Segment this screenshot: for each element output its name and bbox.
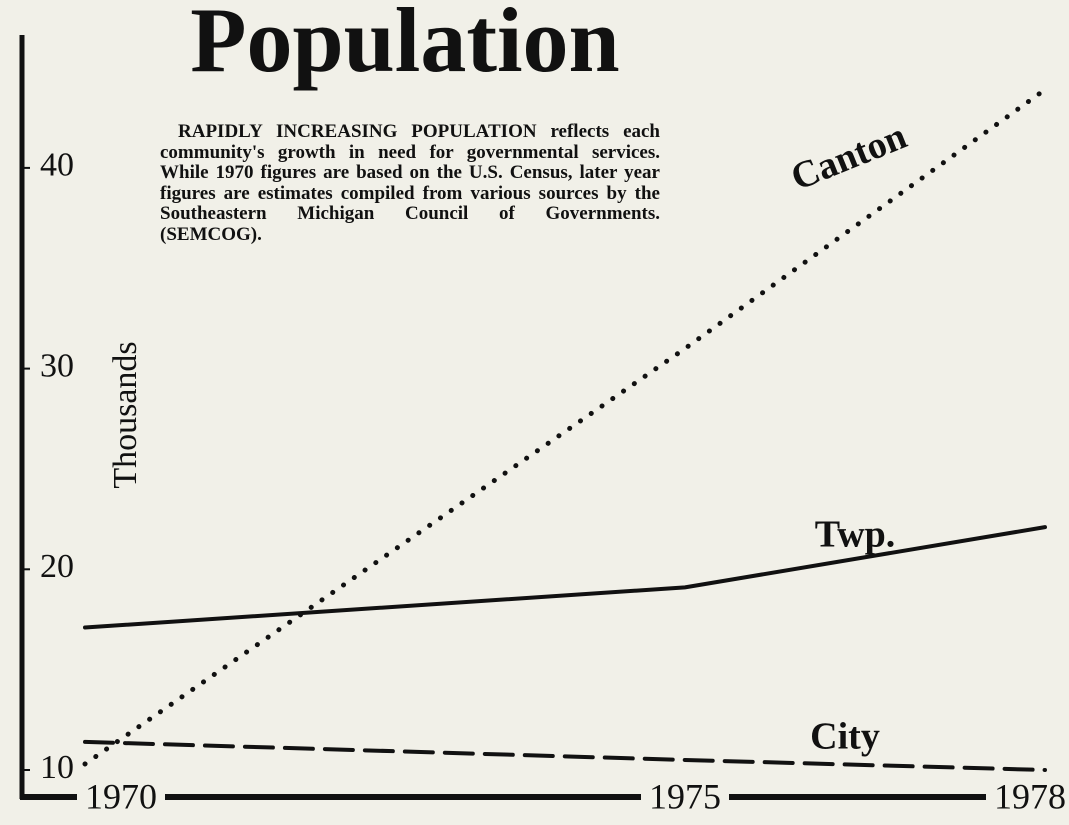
y-tick-label: 20 bbox=[40, 548, 74, 585]
series-label: City bbox=[810, 716, 880, 758]
x-tick-label-bg bbox=[986, 780, 1069, 816]
chart-title: Population bbox=[190, 0, 619, 91]
y-tick-label: 30 bbox=[40, 347, 74, 384]
y-tick-label: 40 bbox=[40, 147, 74, 184]
x-tick-label-bg bbox=[77, 780, 165, 816]
series-label: Canton bbox=[785, 115, 912, 199]
x-tick-label: 1978 bbox=[994, 776, 1066, 816]
subtitle: RAPIDLY INCREASING POPULATION reflects e… bbox=[160, 121, 660, 245]
x-tick-label: 1970 bbox=[85, 776, 157, 816]
y-axis-label: Thousands bbox=[107, 341, 144, 488]
series-line bbox=[83, 739, 1047, 772]
x-tick-label-bg bbox=[641, 780, 729, 816]
x-tick-label: 1975 bbox=[649, 776, 721, 816]
series-label: Twp. bbox=[815, 514, 896, 556]
series-line bbox=[83, 525, 1047, 630]
y-tick-label: 10 bbox=[40, 749, 74, 786]
